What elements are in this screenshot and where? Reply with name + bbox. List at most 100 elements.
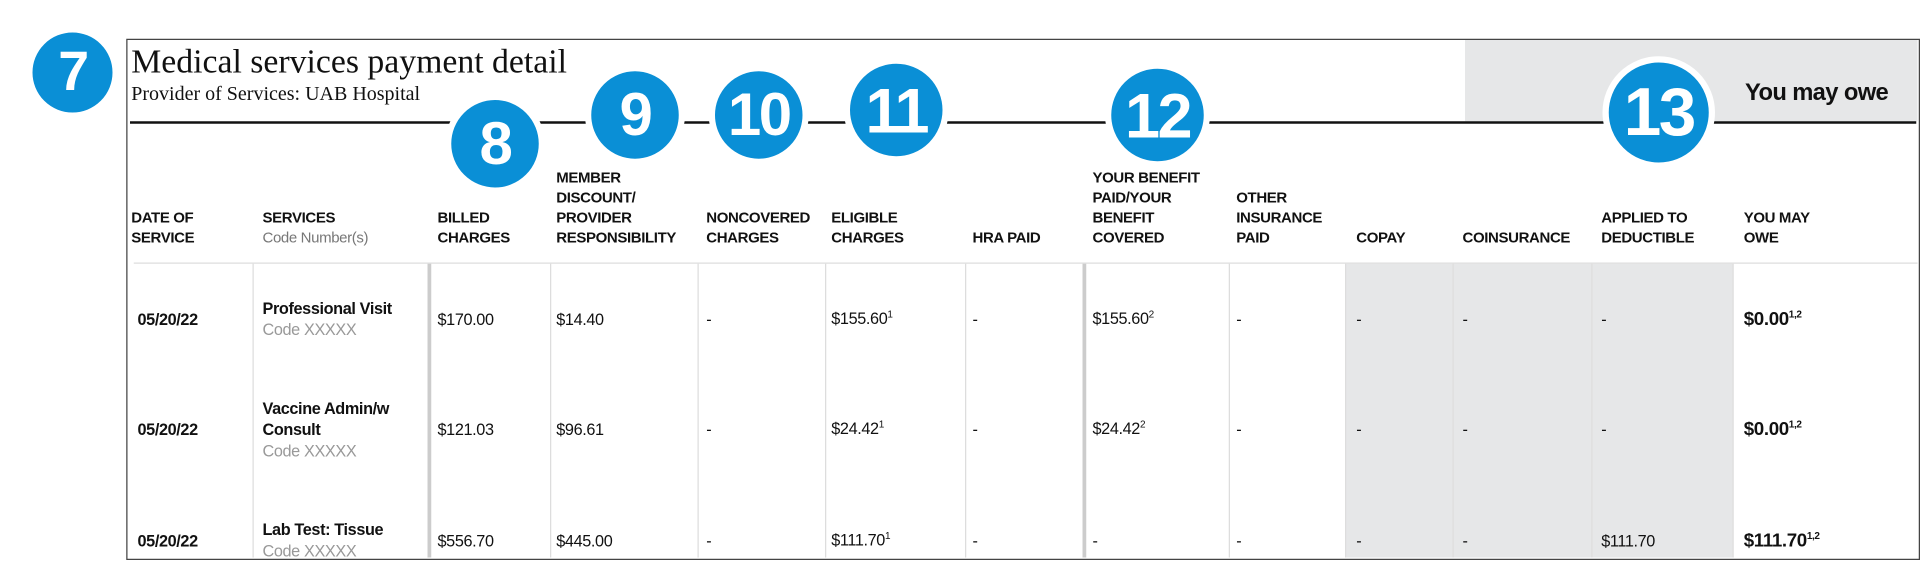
- cell-value: $170.00: [437, 309, 495, 329]
- table-cell: -: [1601, 281, 1606, 356]
- column-header: NONCOVERED CHARGES: [706, 138, 810, 248]
- table-cell: $170.00: [437, 281, 495, 356]
- table-cell: -: [1463, 391, 1468, 466]
- table-cell: 05/20/22: [137, 503, 199, 578]
- column-header: MEMBER DISCOUNT/PROVIDER RESPONSIBILITY: [556, 138, 676, 248]
- table-cell: $24.421: [831, 391, 884, 466]
- cell-text: $24.421: [831, 419, 884, 438]
- cell-text: -: [1601, 419, 1606, 438]
- table-cell: -: [1093, 503, 1098, 578]
- cell-value: -: [1236, 309, 1242, 329]
- cell-text: -: [1356, 531, 1361, 550]
- header-line: BILLED: [437, 208, 490, 227]
- cell-text: $111.701,2: [1744, 529, 1820, 550]
- cell-value: $155.60: [1092, 309, 1150, 329]
- table-cell: -: [706, 281, 711, 356]
- table-cell: -: [973, 281, 978, 356]
- column-header: OTHER INSURANCE PAID: [1236, 138, 1322, 248]
- cell-value: -: [706, 309, 712, 329]
- cell-text: $111.70: [1601, 531, 1655, 550]
- column-divider: [1228, 263, 1230, 558]
- column-header: YOUR BENEFIT PAID/YOUR BENEFIT COVERED: [1092, 138, 1201, 248]
- table-cell: -: [1356, 503, 1361, 578]
- step-badge: 7: [26, 26, 119, 119]
- header-line: DEDUCTIBLE: [1601, 228, 1695, 247]
- table-cell: 05/20/22: [138, 391, 199, 466]
- cell-value: 05/20/22: [137, 309, 199, 329]
- header-line: COINSURANCE: [1462, 228, 1571, 247]
- cell-value: 05/20/22: [137, 530, 199, 550]
- cell-text: $111.701: [831, 530, 890, 549]
- header-rule: [133, 262, 1918, 264]
- column-divider: [965, 263, 967, 558]
- header-line: COVERED: [1092, 228, 1165, 247]
- table-cell: -: [1463, 281, 1468, 356]
- cell-text: -: [1236, 309, 1241, 328]
- cell-value: -: [972, 419, 978, 439]
- service-name: Vaccine Admin/w: [262, 398, 390, 417]
- cell-text: $24.422: [1093, 419, 1146, 438]
- footnote-ref: 2: [1148, 309, 1155, 321]
- column-divider: [550, 263, 552, 558]
- footnote-ref: 1,2: [1788, 308, 1802, 320]
- column-divider: [1345, 263, 1347, 558]
- table-cell: $14.40: [556, 281, 604, 356]
- service-name: Consult: [262, 419, 321, 439]
- header-line: NONCOVERED: [706, 208, 811, 227]
- header-line: HRA PAID: [972, 228, 1041, 247]
- cell-value: -: [1356, 309, 1362, 329]
- header-line: DISCOUNT/: [556, 188, 636, 207]
- table-cell: -: [706, 391, 711, 466]
- cell-text: $14.40: [556, 309, 604, 328]
- column-header: APPLIED TO DEDUCTIBLE: [1601, 138, 1694, 248]
- column-header: HRA PAID: [973, 138, 1041, 248]
- header-line: CHARGES: [831, 228, 904, 247]
- cell-text: -: [1601, 309, 1606, 328]
- column-divider: [427, 263, 432, 558]
- service-code: Code XXXXX: [262, 440, 357, 460]
- header-line: PAID: [1236, 228, 1270, 247]
- cell-text: $121.03: [438, 419, 495, 438]
- cell-value: $155.60: [831, 309, 888, 329]
- footnote-ref: 1: [878, 419, 885, 431]
- cell-value: -: [1601, 309, 1607, 329]
- cell-value: $111.70: [831, 530, 885, 550]
- cell-value: -: [706, 530, 712, 550]
- cell-value: -: [972, 530, 978, 550]
- cell-text: 05/20/22: [138, 419, 199, 438]
- table-cell: $111.701,2: [1744, 503, 1820, 578]
- cell-value: $445.00: [556, 530, 613, 550]
- cell-text: $96.61: [556, 419, 604, 439]
- step-badge: 12: [1105, 62, 1210, 168]
- column-divider: [252, 263, 254, 558]
- column-divider: [697, 263, 699, 558]
- table-cell: -: [1463, 503, 1468, 578]
- table-cell: $96.61: [556, 391, 604, 466]
- table-cell: $111.70: [1601, 503, 1655, 578]
- table-cell: $0.001,2: [1744, 391, 1802, 466]
- cell-text: -: [1463, 309, 1468, 328]
- cell-value: $24.42: [1092, 419, 1141, 439]
- cell-value: -: [1462, 530, 1468, 550]
- cell-value: $96.61: [556, 419, 604, 439]
- footnote-ref: 1,2: [1806, 529, 1820, 541]
- cell-text: -: [973, 531, 978, 550]
- step-badge: 11: [843, 57, 949, 163]
- column-divider: [1732, 263, 1734, 558]
- column-header: BILLED CHARGES: [437, 138, 511, 248]
- cell-text: -: [1236, 531, 1241, 550]
- cell-text: -: [973, 309, 978, 328]
- owe-banner: You may owe: [1745, 80, 1889, 107]
- header-line: OTHER: [1236, 188, 1287, 207]
- cell-value: -: [1462, 309, 1468, 329]
- column-divider: [1591, 263, 1593, 558]
- cell-value: $556.70: [437, 530, 495, 550]
- cell-text: -: [706, 419, 711, 438]
- table-cell: -: [973, 503, 978, 578]
- cell-text: -: [1356, 309, 1361, 328]
- header-line: PROVIDER: [556, 208, 632, 227]
- cell-value: -: [1356, 419, 1362, 439]
- cell-value: $111.70: [1743, 529, 1807, 551]
- table-cell: -: [1236, 281, 1241, 356]
